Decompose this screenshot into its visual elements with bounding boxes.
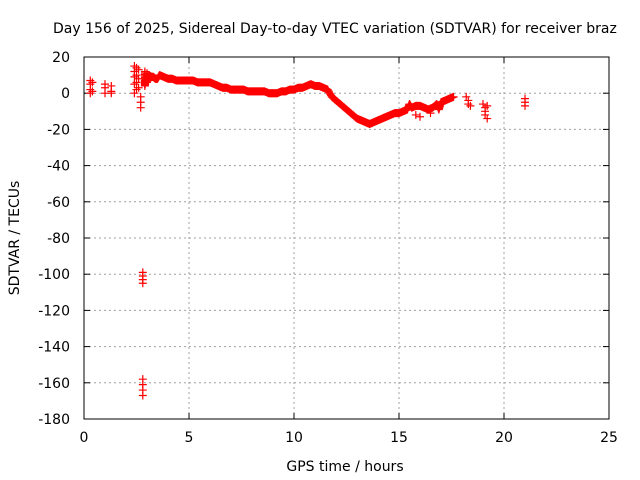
x-tick-label: 0 <box>80 430 89 446</box>
y-tick-label: 0 <box>61 86 70 102</box>
y-tick-label: -120 <box>38 303 70 319</box>
data-point <box>464 100 473 109</box>
data-point <box>479 100 487 109</box>
data-point <box>88 78 97 87</box>
data-point <box>483 101 492 110</box>
x-tick-label: 15 <box>390 430 408 446</box>
data-point <box>466 101 475 110</box>
data-point <box>132 63 141 72</box>
data-point <box>130 80 139 89</box>
data-point <box>132 78 141 87</box>
y-tick-labels: 20 0 -20 -40 -60 -80 -100 -120 -140 -160 -180 <box>38 50 70 428</box>
data-point <box>448 93 457 102</box>
data-point <box>411 110 420 119</box>
data-point <box>462 92 471 101</box>
data-point <box>483 114 492 123</box>
data-point <box>136 103 145 112</box>
data-point <box>130 72 139 81</box>
data-point <box>132 71 141 80</box>
y-tick-label: -40 <box>47 159 70 175</box>
data-point <box>134 83 143 92</box>
x-tick-label: 5 <box>185 430 194 446</box>
data-point <box>138 279 147 288</box>
y-tick-label: -160 <box>38 376 70 392</box>
x-tick-label: 20 <box>495 430 513 446</box>
data-point <box>107 89 116 98</box>
data-point <box>521 101 529 110</box>
x-axis-label: GPS time / hours <box>286 459 403 475</box>
data-point <box>130 89 139 98</box>
x-tick-label: 10 <box>285 430 303 446</box>
data-point <box>132 85 141 94</box>
y-tick-label: -60 <box>47 195 70 211</box>
plot-frame <box>83 56 610 420</box>
y-tick-label: -80 <box>47 231 70 247</box>
data-point <box>416 112 424 121</box>
data-point <box>88 87 97 96</box>
x-tick-labels: 0 5 10 15 20 25 <box>80 430 618 446</box>
data-point <box>101 80 109 89</box>
data-point <box>134 65 143 74</box>
data-points <box>86 62 529 400</box>
data-point <box>481 110 490 119</box>
y-axis-label: SDTVAR / TECUs <box>7 181 23 296</box>
y-tick-label: -100 <box>38 267 70 283</box>
y-tick-label: -140 <box>38 340 70 356</box>
y-tick-label: 20 <box>52 50 70 66</box>
y-tick-label: -20 <box>47 122 70 138</box>
data-point <box>138 391 147 400</box>
chart-title: Day 156 of 2025, Sidereal Day-to-day VTE… <box>53 21 617 37</box>
y-tick-label: -180 <box>38 412 70 428</box>
grid-lines <box>84 57 609 419</box>
x-tick-label: 25 <box>600 430 618 446</box>
data-point <box>86 89 95 98</box>
